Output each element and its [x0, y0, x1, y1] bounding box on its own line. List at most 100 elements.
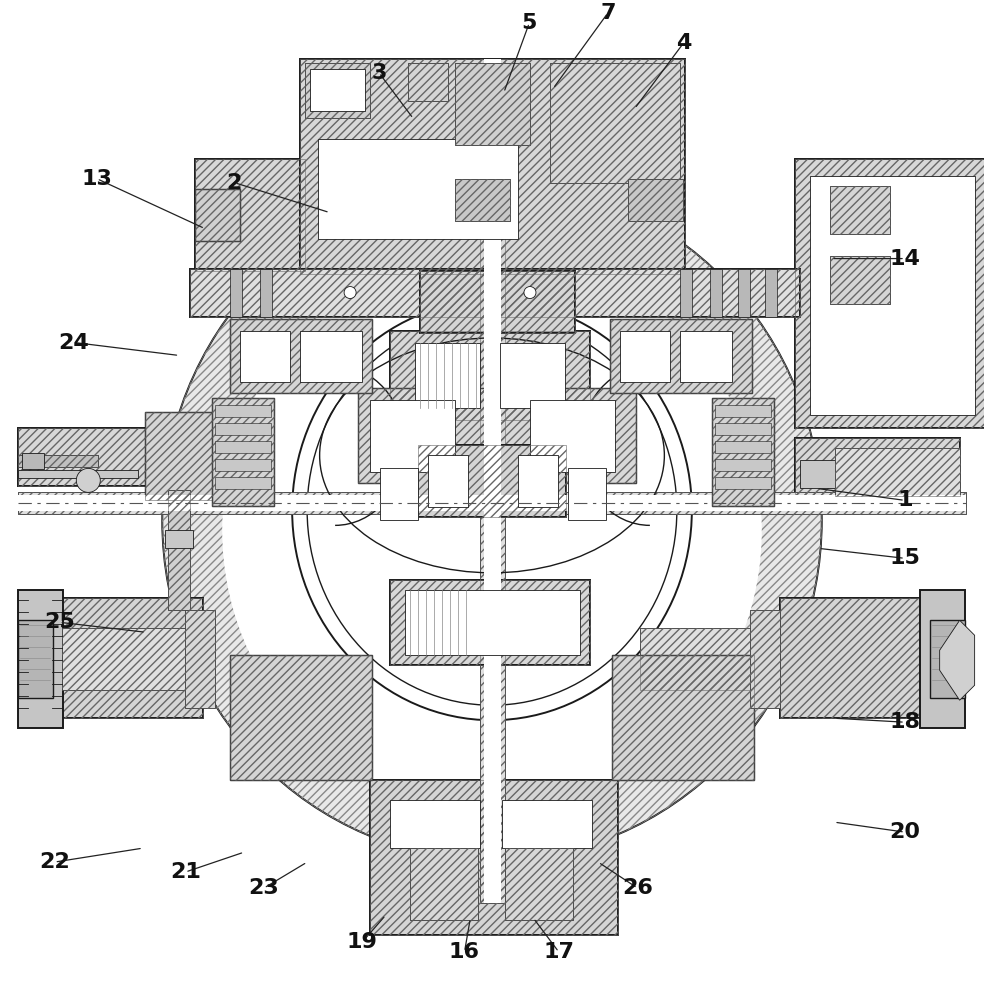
- Bar: [920, 590, 964, 728]
- Bar: [190, 269, 800, 317]
- Bar: [612, 655, 754, 780]
- Bar: [146, 412, 214, 500]
- Bar: [408, 63, 448, 101]
- Bar: [709, 269, 722, 317]
- Bar: [185, 610, 215, 708]
- Bar: [795, 159, 984, 428]
- Bar: [358, 388, 636, 483]
- Bar: [800, 460, 850, 488]
- Bar: [455, 179, 510, 221]
- Bar: [195, 189, 240, 241]
- Bar: [300, 59, 685, 274]
- Bar: [480, 59, 505, 903]
- Bar: [19, 455, 98, 467]
- Bar: [830, 256, 890, 304]
- Bar: [714, 459, 770, 471]
- Bar: [19, 492, 965, 514]
- Bar: [300, 59, 685, 274]
- Bar: [215, 441, 272, 453]
- Bar: [230, 319, 372, 393]
- Text: 7: 7: [600, 3, 616, 23]
- Bar: [370, 780, 618, 935]
- Bar: [750, 610, 779, 708]
- Bar: [195, 159, 305, 271]
- Bar: [830, 186, 890, 234]
- Bar: [410, 848, 478, 920]
- Bar: [213, 398, 275, 506]
- Bar: [310, 69, 365, 111]
- Bar: [190, 269, 800, 317]
- Bar: [62, 628, 203, 690]
- Bar: [750, 610, 779, 708]
- Bar: [680, 331, 732, 382]
- Bar: [380, 468, 418, 520]
- Bar: [215, 423, 272, 435]
- Bar: [405, 590, 580, 655]
- Bar: [260, 269, 273, 317]
- Bar: [420, 271, 575, 333]
- Circle shape: [344, 287, 356, 299]
- Bar: [195, 159, 305, 271]
- Bar: [830, 256, 890, 304]
- Text: 20: 20: [890, 822, 920, 842]
- Bar: [711, 398, 773, 506]
- Bar: [795, 438, 959, 506]
- Bar: [628, 179, 683, 221]
- Text: 4: 4: [676, 33, 692, 53]
- Bar: [428, 455, 468, 507]
- Bar: [230, 319, 372, 393]
- Polygon shape: [940, 620, 974, 700]
- Bar: [370, 400, 455, 472]
- Bar: [19, 620, 53, 698]
- Bar: [455, 63, 530, 145]
- Bar: [518, 455, 558, 507]
- Circle shape: [523, 287, 536, 299]
- Bar: [455, 63, 530, 145]
- Bar: [612, 655, 754, 780]
- Bar: [19, 492, 965, 514]
- Bar: [370, 780, 618, 935]
- Bar: [568, 468, 606, 520]
- Bar: [240, 331, 290, 382]
- Bar: [420, 271, 575, 333]
- Bar: [484, 59, 501, 903]
- Bar: [610, 319, 752, 393]
- Bar: [628, 179, 683, 221]
- Bar: [390, 331, 590, 420]
- Bar: [834, 448, 959, 496]
- Bar: [455, 179, 510, 221]
- Bar: [415, 343, 480, 408]
- Bar: [418, 445, 566, 517]
- Bar: [230, 655, 372, 780]
- Bar: [714, 441, 770, 453]
- Bar: [765, 269, 776, 317]
- Bar: [795, 438, 959, 506]
- Bar: [318, 139, 518, 239]
- Bar: [358, 388, 636, 483]
- Text: 14: 14: [890, 249, 920, 269]
- Text: 1: 1: [897, 490, 913, 510]
- Bar: [19, 470, 139, 478]
- Text: 3: 3: [371, 63, 387, 83]
- Text: 23: 23: [249, 878, 279, 898]
- Bar: [714, 405, 770, 417]
- Bar: [215, 405, 272, 417]
- Bar: [213, 398, 275, 506]
- Text: 19: 19: [346, 932, 378, 952]
- Text: 22: 22: [39, 852, 70, 872]
- Bar: [530, 400, 615, 472]
- Bar: [19, 428, 176, 486]
- Bar: [714, 477, 770, 489]
- Bar: [810, 176, 974, 415]
- Bar: [550, 63, 680, 183]
- Text: 15: 15: [890, 548, 920, 568]
- Bar: [610, 319, 752, 393]
- Bar: [390, 580, 590, 665]
- Bar: [19, 455, 98, 467]
- Text: 21: 21: [170, 862, 201, 882]
- Bar: [418, 445, 566, 517]
- Bar: [390, 580, 590, 665]
- Bar: [830, 186, 890, 234]
- Bar: [390, 800, 480, 848]
- Bar: [165, 530, 193, 548]
